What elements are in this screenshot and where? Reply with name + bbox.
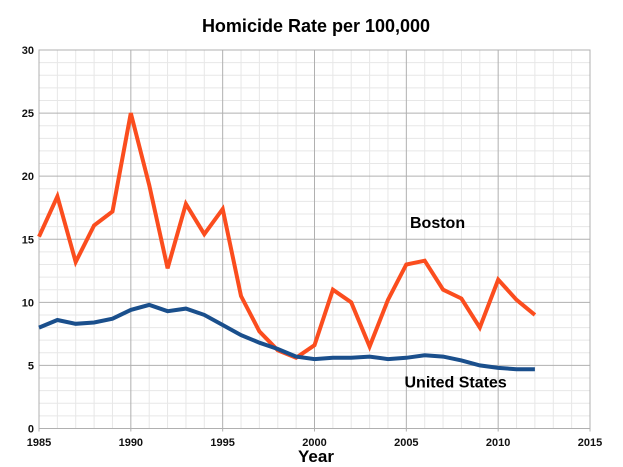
series-label-boston: Boston	[410, 215, 465, 232]
plot-border-rect	[38, 49, 591, 429]
series-label-united-states: United States	[404, 374, 506, 391]
x-tick-label: 2010	[486, 437, 510, 449]
x-tick-label: 1995	[210, 437, 234, 449]
plot-border	[38, 49, 591, 429]
y-tick-label: 20	[22, 171, 34, 183]
major-gridlines	[38, 49, 591, 432]
y-tick-label: 25	[22, 108, 34, 120]
series-inline-labels: Boston United States	[404, 215, 506, 392]
y-tick-label: 15	[22, 234, 34, 246]
chart-title: Homicide Rate per 100,000	[202, 16, 430, 36]
x-tick-label: 1990	[119, 437, 143, 449]
axis-tick-labels: 1985 1990 1995 2000 2005 2010 2015 0 5 10 15 20 25 30	[22, 45, 602, 449]
y-tick-label: 30	[22, 45, 34, 57]
y-tick-label: 0	[28, 424, 34, 436]
y-tick-label: 10	[22, 297, 34, 309]
x-tick-label: 1985	[27, 437, 51, 449]
x-tick-label: 2005	[394, 437, 418, 449]
x-tick-label: 2000	[302, 437, 326, 449]
series-line-united-states	[38, 302, 535, 372]
series-lines	[37, 112, 537, 372]
y-tick-label: 5	[28, 360, 34, 372]
x-axis-label: Year	[298, 447, 334, 466]
x-tick-label: 2015	[578, 437, 602, 449]
series-line-boston	[37, 112, 537, 361]
